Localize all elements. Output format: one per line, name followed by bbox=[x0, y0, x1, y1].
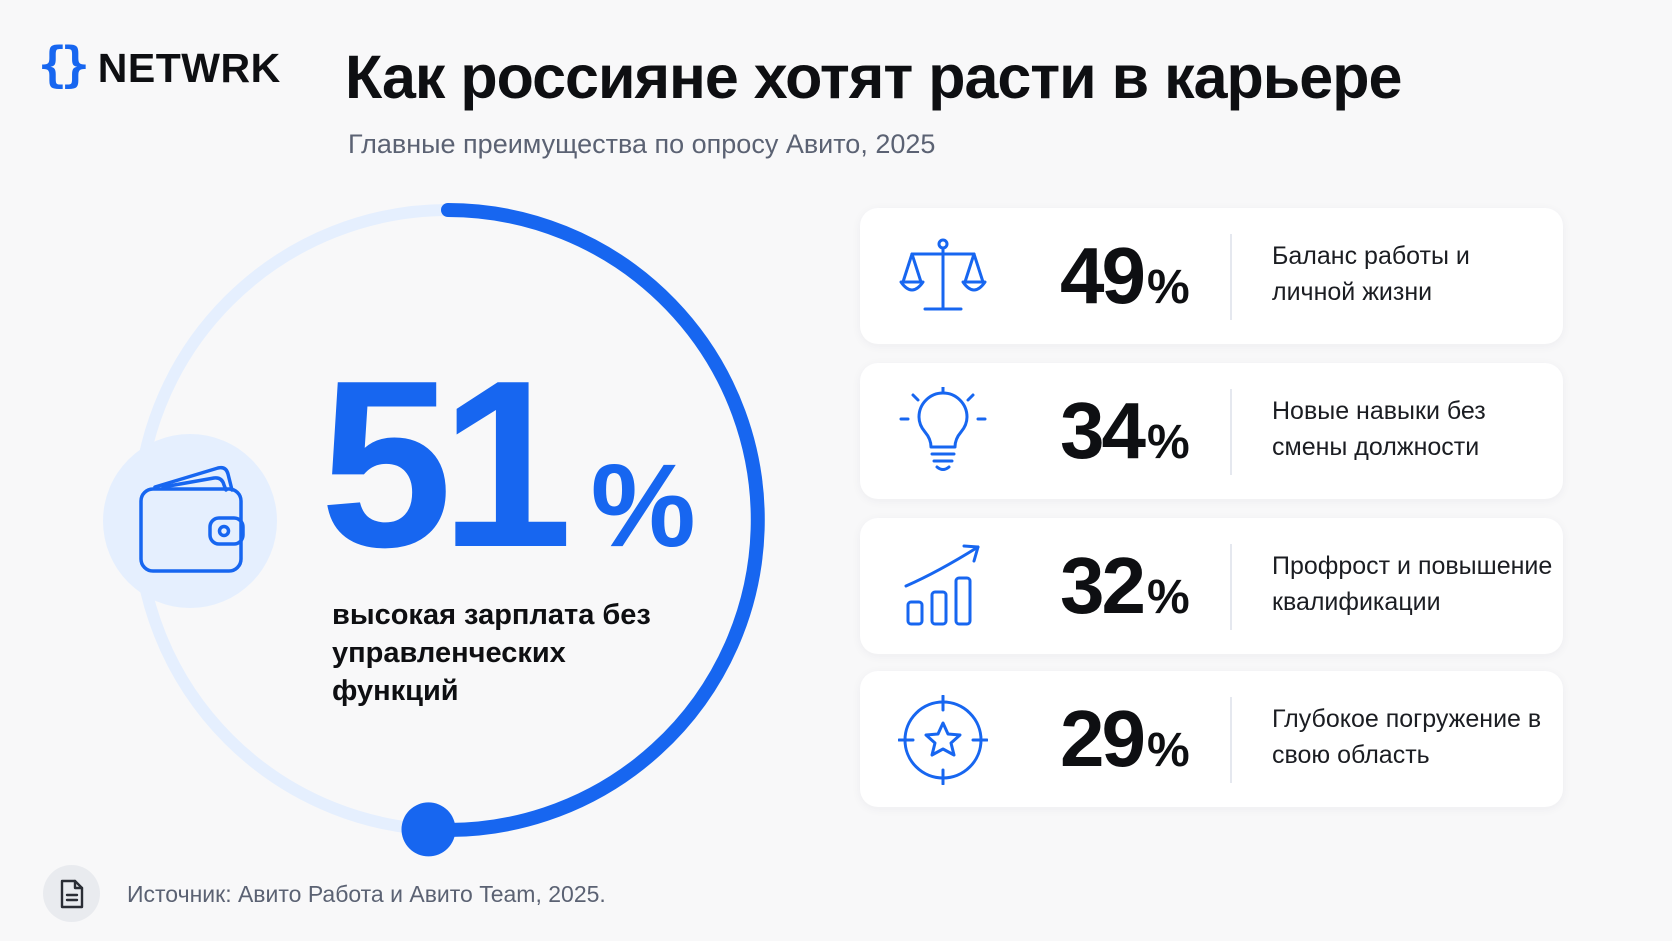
brand-braces: {} bbox=[38, 37, 90, 93]
stat-value: 49 % bbox=[1060, 230, 1190, 322]
highlight-value: 51 % bbox=[320, 332, 696, 597]
document-icon bbox=[60, 879, 83, 908]
stat-value-unit: % bbox=[1146, 571, 1190, 624]
card-divider bbox=[1230, 697, 1232, 783]
wallet-icon-badge bbox=[103, 434, 277, 608]
source-badge bbox=[43, 865, 100, 922]
highlight-value-number: 51 bbox=[320, 332, 573, 597]
ring-progress-arc bbox=[421, 203, 765, 837]
stat-card-skills: 34 % Новые навыки без смены должности bbox=[860, 363, 1563, 499]
stat-value-unit: % bbox=[1146, 261, 1190, 314]
stat-value: 32 % bbox=[1060, 540, 1190, 632]
target-star-icon bbox=[898, 695, 988, 785]
stat-value: 34 % bbox=[1060, 385, 1190, 477]
page-title: Как россияне хотят расти в карьере bbox=[345, 43, 1402, 111]
lightbulb-icon bbox=[899, 387, 987, 471]
page-subtitle: Главные преимущества по опросу Авито, 20… bbox=[348, 129, 936, 159]
wallet-icon bbox=[139, 465, 245, 573]
stat-value-number: 29 bbox=[1060, 694, 1146, 783]
brand-logo: {} NETWRK bbox=[38, 40, 281, 96]
highlight-label: высокая зарплата без управленческих функ… bbox=[332, 599, 651, 707]
stat-value-unit: % bbox=[1146, 416, 1190, 469]
source-note: Источник: Авито Работа и Авито Team, 202… bbox=[127, 881, 606, 907]
stat-label: Глубокое погружение в свою область bbox=[1272, 705, 1542, 769]
stat-value-number: 49 bbox=[1060, 231, 1146, 320]
card-divider bbox=[1230, 544, 1232, 630]
stat-card-qualification: 32 % Профрост и повышение квалификации bbox=[860, 518, 1563, 654]
brand-name: NETWRK bbox=[97, 44, 281, 91]
stat-value-number: 32 bbox=[1060, 541, 1146, 630]
stat-card-balance: 49 % Баланс работы и личной жизни bbox=[860, 208, 1563, 344]
highlight-value-unit: % bbox=[590, 440, 696, 572]
stat-value: 29 % bbox=[1060, 693, 1190, 785]
stat-value-unit: % bbox=[1146, 724, 1190, 777]
ring-progress-knob bbox=[401, 802, 456, 857]
card-divider bbox=[1230, 234, 1232, 320]
growth-chart-icon bbox=[904, 544, 980, 626]
stat-label: Профрост и повышение квалификации bbox=[1272, 552, 1553, 616]
scales-icon bbox=[899, 238, 987, 311]
stat-value-number: 34 bbox=[1060, 386, 1146, 475]
stat-label: Новые навыки без смены должности bbox=[1272, 397, 1486, 461]
card-divider bbox=[1230, 389, 1232, 475]
stat-card-expertise: 29 % Глубокое погружение в свою область bbox=[860, 671, 1563, 807]
stat-label: Баланс работы и личной жизни bbox=[1272, 242, 1470, 306]
